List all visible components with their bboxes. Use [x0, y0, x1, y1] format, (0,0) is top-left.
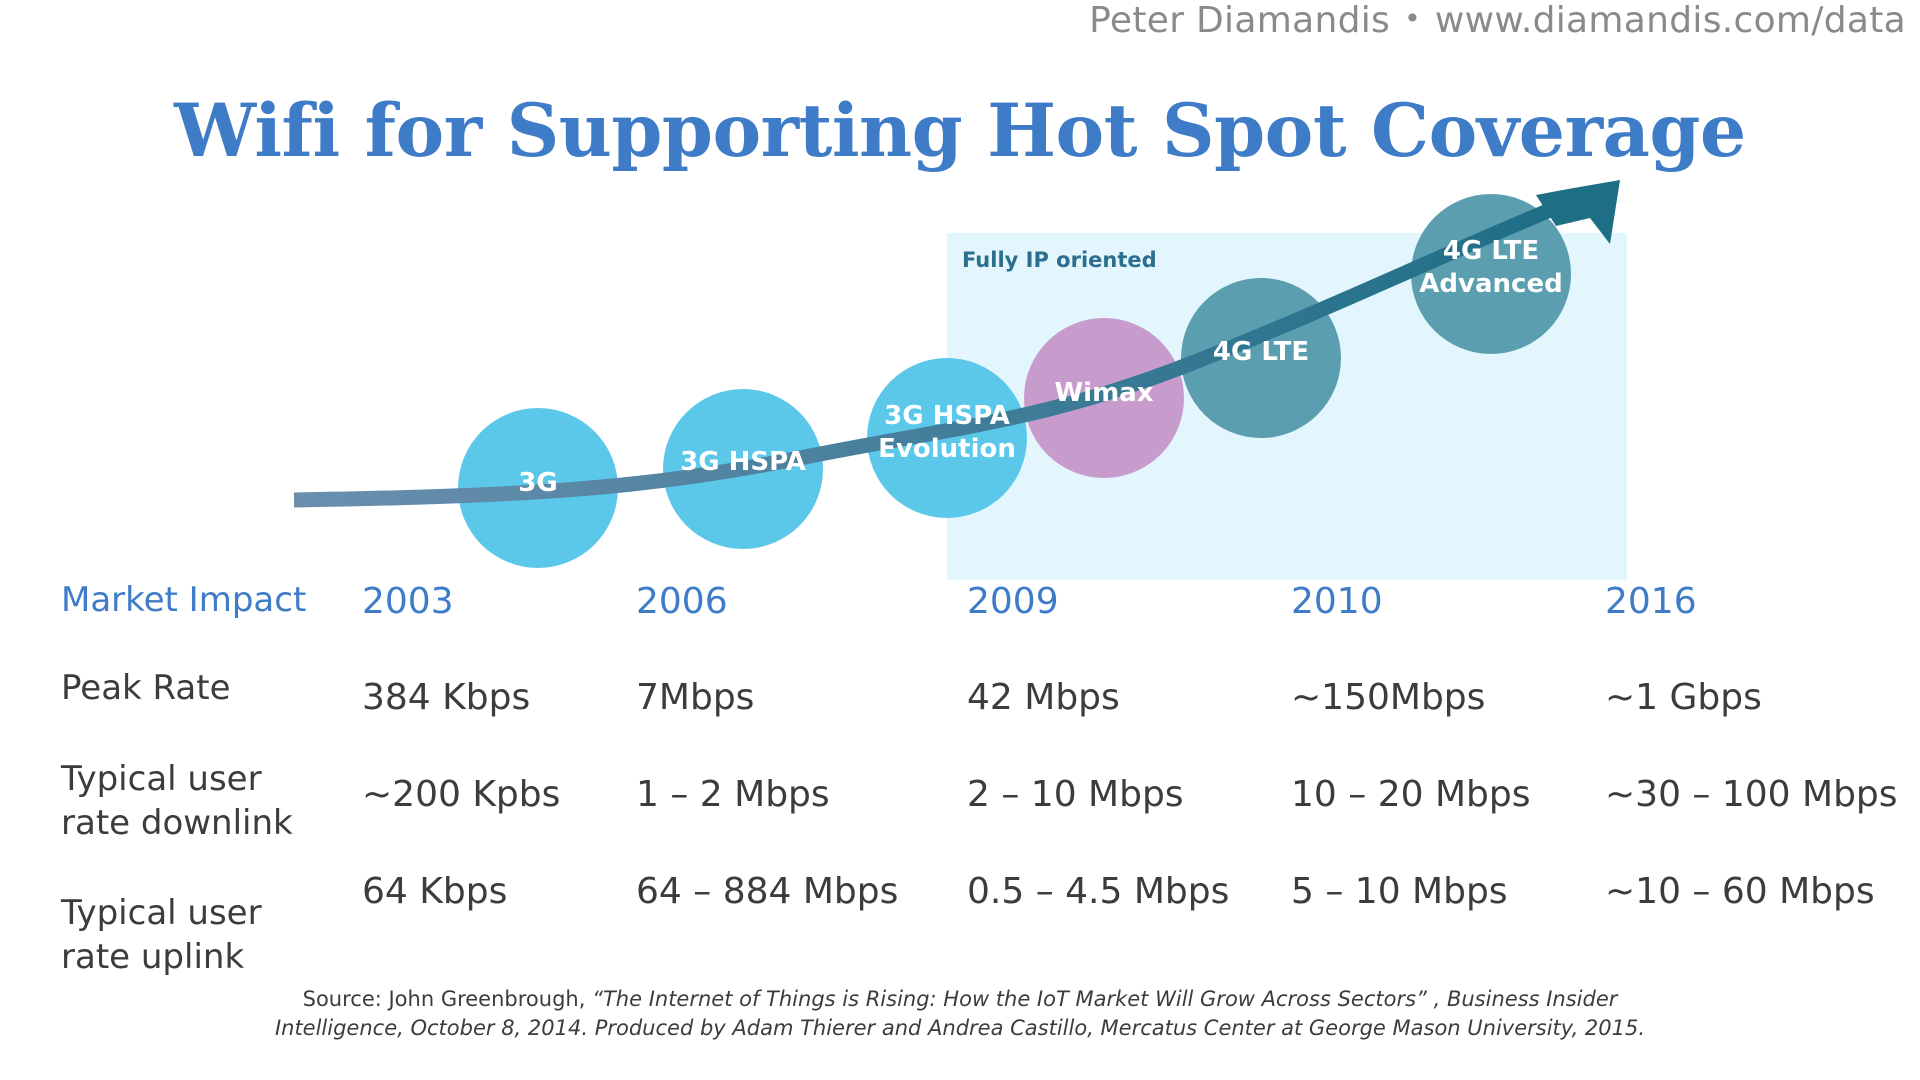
row-label-peak-rate: Peak Rate [61, 668, 231, 708]
page-title: Wifi for Supporting Hot Spot Coverage [174, 88, 1746, 174]
tech-label-4g-lte: 4G LTE [1213, 337, 1309, 367]
tech-label-3g-hspa-evolution-line1: 3G HSPA [884, 401, 1010, 431]
downlink-2009: 2 – 10 Mbps [967, 774, 1184, 815]
downlink-2006: 1 – 2 Mbps [636, 774, 830, 815]
source-citation: Source: John Greenbrough, “The Internet … [240, 985, 1680, 1043]
source-prefix: Source: John Greenbrough, [302, 987, 593, 1011]
uplink-2003: 64 Kbps [362, 871, 508, 912]
arrow-head [1536, 180, 1620, 244]
uplink-2006: 64 – 884 Mbps [636, 871, 899, 912]
year-2003: 2003 [362, 581, 454, 622]
peak-rate-2003: 384 Kbps [362, 677, 531, 718]
source-url: www.diamandis.com/data [1434, 0, 1906, 41]
downlink-2003: ~200 Kpbs [362, 774, 561, 815]
row-label-downlink: Typical user rate downlink [61, 759, 293, 843]
tech-label-4g-lte-advanced-line2: Advanced [1419, 269, 1562, 299]
year-2006: 2006 [636, 581, 728, 622]
downlink-2016: ~30 – 100 Mbps [1605, 774, 1898, 815]
uplink-2016: ~10 – 60 Mbps [1605, 871, 1875, 912]
growth-arrow [293, 198, 1565, 508]
year-2010: 2010 [1291, 581, 1383, 622]
tech-label-3g-hspa: 3G HSPA [680, 447, 806, 477]
attribution: Peter Diamandis • www.diamandis.com/data [1089, 0, 1906, 41]
row-label-uplink: Typical user rate uplink [61, 893, 262, 977]
row-label-market-impact: Market Impact [61, 580, 307, 620]
uplink-2010: 5 – 10 Mbps [1291, 871, 1508, 912]
separator-dot: • [1404, 2, 1421, 35]
tech-label-wimax: Wimax [1055, 378, 1154, 408]
uplink-2009: 0.5 – 4.5 Mbps [967, 871, 1230, 912]
year-2016: 2016 [1605, 581, 1697, 622]
peak-rate-2009: 42 Mbps [967, 677, 1120, 718]
tech-label-3g-hspa-evolution-line2: Evolution [878, 434, 1016, 464]
peak-rate-2006: 7Mbps [636, 677, 755, 718]
downlink-2010: 10 – 20 Mbps [1291, 774, 1531, 815]
author-name: Peter Diamandis [1089, 0, 1391, 41]
peak-rate-2016: ~1 Gbps [1605, 677, 1762, 718]
tech-bubble-4g-lte-advanced [1411, 194, 1571, 354]
peak-rate-2010: ~150Mbps [1291, 677, 1486, 718]
source-article: “The Internet of Things is Rising: How t… [274, 987, 1646, 1040]
year-2009: 2009 [967, 581, 1059, 622]
ip-oriented-label: Fully IP oriented [962, 248, 1157, 272]
tech-label-4g-lte-advanced-line1: 4G LTE [1443, 236, 1539, 266]
tech-label-3g: 3G [518, 468, 557, 498]
